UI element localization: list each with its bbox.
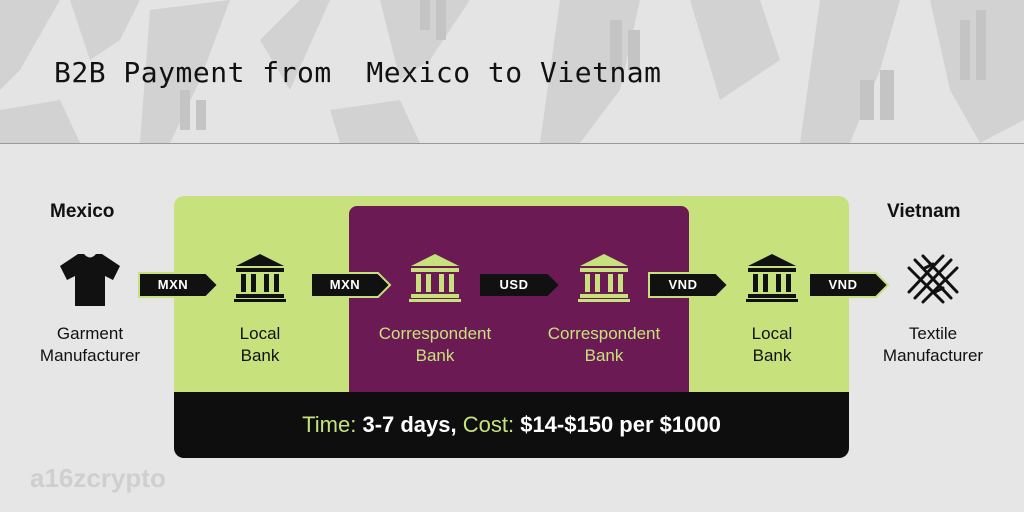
- textile-weave-icon: [907, 254, 959, 304]
- node-label-line2: Bank: [584, 346, 624, 365]
- header-banner: [0, 0, 1024, 143]
- flow-currency: MXN: [157, 277, 189, 292]
- summary-bar: [174, 392, 849, 458]
- flow-currency: VND: [668, 277, 698, 292]
- country-vietnam: Vietnam: [887, 201, 961, 222]
- a16zcrypto-logo: a16zcrypto: [30, 463, 166, 493]
- flow-arrow-usd: USD: [478, 272, 562, 298]
- node-label-local-bank-mexico: Local Bank: [180, 323, 340, 367]
- node-label-line1: Correspondent: [547, 324, 661, 343]
- node-label-line2: Bank: [240, 346, 280, 365]
- arrow-shape: [808, 272, 890, 298]
- node-label-line2: Manufacturer: [882, 346, 984, 365]
- cost-label: Cost:: [456, 412, 521, 437]
- node-label-line2: Manufacturer: [39, 346, 141, 365]
- arrow-shape: [138, 272, 220, 298]
- node-label-line1: Local: [751, 324, 793, 343]
- arrow-shape: [310, 272, 392, 298]
- flow-arrow-mxn-2: MXN: [310, 272, 392, 298]
- summary-text: Time: 3-7 days, Cost: $14-$150 per $1000: [174, 392, 849, 458]
- cost-value: $14-$150 per $1000: [520, 412, 721, 437]
- country-mexico: Mexico: [50, 201, 115, 222]
- flow-currency: VND: [828, 277, 858, 292]
- arrow-shape: [478, 272, 562, 298]
- arrow-shape: [648, 272, 730, 298]
- node-label-line1: Textile: [908, 324, 958, 343]
- node-label-line1: Garment: [56, 324, 124, 343]
- node-label-correspondent-bank-2: Correspondent Bank: [524, 323, 684, 367]
- flow-arrow-mxn-1: MXN: [138, 272, 220, 298]
- page-title: B2B Payment from Mexico to Vietnam: [54, 56, 662, 89]
- node-label-line2: Bank: [415, 346, 455, 365]
- flow-arrow-vnd-2: VND: [808, 272, 890, 298]
- node-label-line1: Correspondent: [378, 324, 492, 343]
- time-value: 3-7 days,: [362, 412, 457, 437]
- node-label-textile-manufacturer: Textile Manufacturer: [853, 323, 1013, 367]
- bank-icon: [234, 254, 286, 302]
- decorative-pattern: [0, 0, 1024, 143]
- bank-icon: [746, 254, 798, 302]
- node-label-line1: Local: [239, 324, 281, 343]
- time-label: Time:: [302, 412, 363, 437]
- flow-arrow-vnd-1: VND: [648, 272, 730, 298]
- node-label-garment-manufacturer: Garment Manufacturer: [10, 323, 170, 367]
- node-label-local-bank-vietnam: Local Bank: [692, 323, 852, 367]
- correspondent-banking-zone: [349, 206, 689, 406]
- header-divider: [0, 143, 1024, 144]
- tshirt-icon: [60, 254, 120, 306]
- bank-icon: [409, 254, 461, 302]
- node-label-line2: Bank: [752, 346, 792, 365]
- bank-icon: [578, 254, 630, 302]
- flow-currency: USD: [499, 277, 529, 292]
- flow-currency: MXN: [329, 277, 361, 292]
- node-label-correspondent-bank-1: Correspondent Bank: [355, 323, 515, 367]
